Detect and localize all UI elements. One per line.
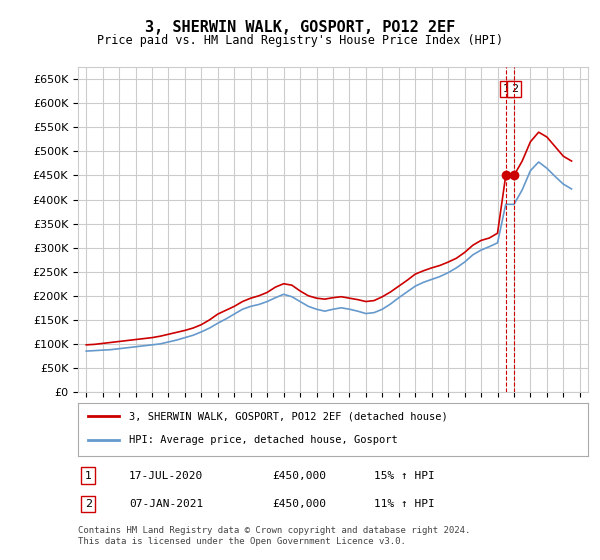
Text: HPI: Average price, detached house, Gosport: HPI: Average price, detached house, Gosp…	[129, 436, 398, 445]
Text: 15% ↑ HPI: 15% ↑ HPI	[374, 470, 434, 480]
Text: 3, SHERWIN WALK, GOSPORT, PO12 2EF (detached house): 3, SHERWIN WALK, GOSPORT, PO12 2EF (deta…	[129, 412, 448, 422]
Text: 17-JUL-2020: 17-JUL-2020	[129, 470, 203, 480]
Text: 1: 1	[503, 84, 510, 94]
Text: 07-JAN-2021: 07-JAN-2021	[129, 499, 203, 509]
Text: 2: 2	[85, 499, 92, 509]
Text: 11% ↑ HPI: 11% ↑ HPI	[374, 499, 434, 509]
Text: 2: 2	[511, 84, 518, 94]
Text: £450,000: £450,000	[272, 499, 326, 509]
Text: Contains HM Land Registry data © Crown copyright and database right 2024.
This d: Contains HM Land Registry data © Crown c…	[78, 526, 470, 546]
Text: 1: 1	[85, 470, 92, 480]
Text: 3, SHERWIN WALK, GOSPORT, PO12 2EF: 3, SHERWIN WALK, GOSPORT, PO12 2EF	[145, 20, 455, 35]
Text: Price paid vs. HM Land Registry's House Price Index (HPI): Price paid vs. HM Land Registry's House …	[97, 34, 503, 46]
Text: £450,000: £450,000	[272, 470, 326, 480]
